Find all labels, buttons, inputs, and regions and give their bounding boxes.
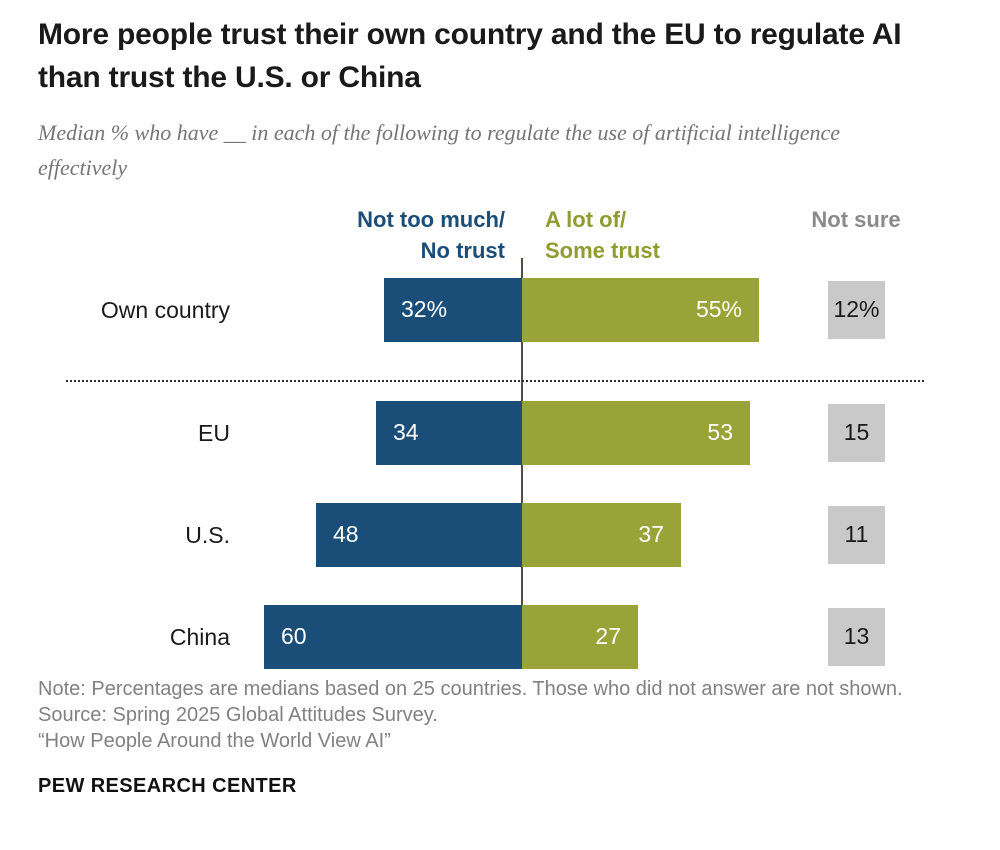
- chart-title: More people trust their own country and …: [38, 18, 902, 94]
- legend-trust: A lot of/ Some trust: [545, 204, 785, 266]
- bar-trust: 27: [522, 604, 638, 669]
- legend-no-trust: Not too much/ No trust: [38, 204, 505, 266]
- not-sure-box: 11: [828, 505, 885, 564]
- bar-value-label: 27: [595, 623, 621, 650]
- not-sure-value: 13: [843, 623, 870, 650]
- legend-no-trust-line1: Not too much/: [357, 206, 505, 232]
- bar-value-label: 34: [393, 419, 419, 446]
- bar-no-trust: 60: [264, 604, 522, 669]
- legend-trust-line1: A lot of/: [545, 206, 627, 232]
- not-sure-box: 15: [828, 403, 885, 462]
- bar-trust: 55%: [522, 277, 759, 342]
- bar-trust: 53: [522, 400, 750, 465]
- category-label: Own country: [100, 296, 230, 323]
- bar-no-trust: 48: [316, 502, 522, 567]
- bar-no-trust: 34: [376, 400, 522, 465]
- dotted-divider: [66, 379, 924, 382]
- bar-value-label: 53: [707, 419, 733, 446]
- category-label: China: [169, 623, 230, 650]
- chart-footer: Note: Percentages are medians based on 2…: [38, 676, 938, 798]
- bar-value-label: 55%: [695, 296, 742, 323]
- bar-value-label: 37: [638, 521, 664, 548]
- legend-trust-line2: Some trust: [545, 237, 660, 263]
- chart-row-us: U.S. 48 37 11: [38, 502, 962, 567]
- source-text: Source: Spring 2025 Global Attitudes Sur…: [38, 703, 438, 726]
- diverging-bar-chart: Not too much/ No trust A lot of/ Some tr…: [38, 198, 962, 669]
- chart-subtitle: Median % who have __ in each of the foll…: [38, 120, 841, 181]
- not-sure-box: 13: [828, 607, 885, 666]
- category-label: EU: [198, 419, 230, 446]
- chart-row-china: China 60 27 13: [38, 604, 962, 669]
- chart-row-eu: EU 34 53 15: [38, 400, 962, 465]
- pew-research-center-wordmark: PEW RESEARCH CENTER: [38, 774, 297, 797]
- bar-value-label: 48: [333, 521, 359, 548]
- note-text: Note: Percentages are medians based on 2…: [38, 677, 903, 700]
- not-sure-value: 11: [844, 521, 869, 548]
- not-sure-box: 12%: [828, 280, 885, 339]
- category-label: U.S.: [185, 521, 230, 548]
- bar-trust: 37: [522, 502, 681, 567]
- not-sure-value: 12%: [833, 296, 880, 323]
- chart-row-own-country: Own country 32% 55% 12%: [38, 277, 962, 342]
- report-title-text: “How People Around the World View AI”: [38, 730, 391, 753]
- bar-value-label: 60: [281, 623, 307, 650]
- legend-no-trust-line2: No trust: [420, 237, 505, 263]
- legend-not-sure: Not sure: [811, 206, 901, 232]
- bar-no-trust: 32%: [384, 277, 522, 342]
- not-sure-value: 15: [843, 419, 870, 446]
- bar-value-label: 32%: [401, 296, 448, 323]
- chart-rows: Own country 32% 55% 12% EU 34 53: [38, 277, 962, 707]
